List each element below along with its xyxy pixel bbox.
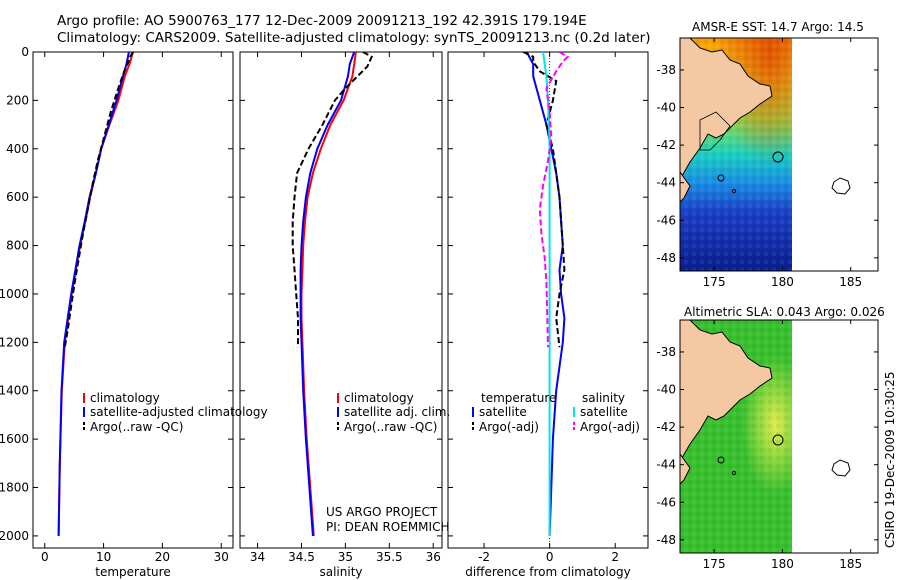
y-tick-label: 1800 <box>0 481 29 495</box>
y-tick-label: 200 <box>6 93 29 107</box>
legend-difference: temperaturesatelliteArgo(-adj)salinitysa… <box>472 391 640 434</box>
map-x-tick-label: 180 <box>771 557 794 571</box>
legend-label: satellite <box>580 405 628 419</box>
series-group <box>291 52 373 536</box>
legend-label: satellite adj. clim. <box>344 405 450 419</box>
legend-label: Argo(-adj) <box>580 420 640 434</box>
credit-line2: PI: DEAN ROEMMICH <box>326 520 449 534</box>
x-axis-label: salinity <box>319 565 362 579</box>
legend-label: Argo(..raw -QC) <box>344 420 437 434</box>
map-y-tick-label: -46 <box>656 495 676 509</box>
y-tick-label: 1000 <box>0 287 29 301</box>
sla-land <box>680 320 773 463</box>
legend-label: satellite <box>479 405 527 419</box>
sst-map-title: AMSR-E SST: 14.7 Argo: 14.5 <box>692 20 864 34</box>
map-y-tick-label: -44 <box>656 458 676 472</box>
credit: US ARGO PROJECT PI: DEAN ROEMMICH <box>326 505 449 534</box>
y-tick-label: 800 <box>6 239 29 253</box>
profile-panel-1: 34 34.5 35 35.5 36 salinity <box>239 51 443 579</box>
axes-frame <box>32 51 234 549</box>
y-tick-label: 1400 <box>0 384 29 398</box>
legend-label: climatology <box>344 391 414 405</box>
map-y-tick-label: -48 <box>656 533 676 547</box>
legend-label: climatology <box>90 391 160 405</box>
y-tick-label: 0 <box>21 45 29 59</box>
map-y-tick-label: -40 <box>656 383 676 397</box>
map-x-tick-label: 185 <box>839 557 862 571</box>
map-x-tick-label: 175 <box>703 275 726 289</box>
x-tick-label: 2 <box>611 550 619 564</box>
series-line-2 <box>542 52 551 536</box>
series-line-0 <box>57 52 134 536</box>
x-tick-label: 20 <box>155 550 170 564</box>
side-label: CSIRO 19-Dec-2009 10:30:25 <box>883 371 897 548</box>
series-line-2 <box>291 52 373 348</box>
x-tick-label: 36 <box>426 550 441 564</box>
profile-panel-0: 0 10 20 30 temperature 0 200 400 600 800 1000 1200 1… <box>0 45 234 579</box>
map-x-tick-label: 185 <box>839 275 862 289</box>
series-line-0 <box>525 52 566 536</box>
x-tick-label: 35 <box>338 550 353 564</box>
x-tick-label: 0 <box>41 550 49 564</box>
x-tick-label: -2 <box>478 550 490 564</box>
sla-map-title: Altimetric SLA: 0.043 Argo: 0.026 <box>684 305 885 319</box>
legend-label: satellite-adjusted climatology <box>90 405 268 419</box>
y-tick-label: 600 <box>6 190 29 204</box>
axes-frame <box>447 51 649 549</box>
x-tick-label: 10 <box>96 550 111 564</box>
profile-plots: 0 10 20 30temperature0200400600800100012001… <box>0 45 649 579</box>
map-y-tick-label: -42 <box>656 420 676 434</box>
map-y-tick-label: -44 <box>656 176 676 190</box>
series-line-1 <box>57 52 130 536</box>
x-tick-label: 0 <box>546 550 554 564</box>
axes-frame <box>239 51 443 549</box>
y-tick-label: 1200 <box>0 335 29 349</box>
header-line2: Climatology: CARS2009. Satellite-adjuste… <box>57 30 650 46</box>
map-y-tick-label: -46 <box>656 213 676 227</box>
map-y-tick-label: -38 <box>656 63 676 77</box>
map-x-tick-label: 180 <box>771 275 794 289</box>
legend-heading: salinity <box>582 391 625 405</box>
legend-label: Argo(..raw -QC) <box>90 420 183 434</box>
series-line-1 <box>299 52 356 536</box>
x-axis-label: temperature <box>95 565 170 579</box>
map-x-tick-label: 175 <box>703 557 726 571</box>
series-line-1 <box>522 52 566 348</box>
y-tick-label: 400 <box>6 142 29 156</box>
x-tick-label: 34 <box>250 550 265 564</box>
series-group <box>522 52 570 536</box>
map-y-tick-label: -40 <box>656 101 676 115</box>
sla-map: Altimetric SLA: 0.043 Argo: 0.026 175 180… <box>656 305 884 571</box>
sst-land <box>680 38 773 181</box>
series-group <box>57 52 134 536</box>
y-tick-label: 1600 <box>0 432 29 446</box>
series-line-3 <box>538 52 570 348</box>
x-axis-label: difference from climatology <box>465 565 631 579</box>
map-y-tick-label: -42 <box>656 138 676 152</box>
y-tick-label: 2000 <box>0 529 29 543</box>
header-line1: Argo profile: AO 5900763_177 12-Dec-2009… <box>57 13 587 29</box>
series-line-2 <box>63 52 134 348</box>
map-y-tick-label: -38 <box>656 345 676 359</box>
credit-line1: US ARGO PROJECT <box>326 505 438 519</box>
legend-heading: temperature <box>481 391 556 405</box>
x-tick-label: 30 <box>214 550 229 564</box>
x-tick-label: 35.5 <box>376 550 403 564</box>
sst-map: AMSR-E SST: 14.7 Argo: 14.5 175 180 185 -38… <box>656 20 879 289</box>
x-tick-label: 34.5 <box>288 550 315 564</box>
legend-label: Argo(-adj) <box>479 420 539 434</box>
map-y-tick-label: -48 <box>656 251 676 265</box>
